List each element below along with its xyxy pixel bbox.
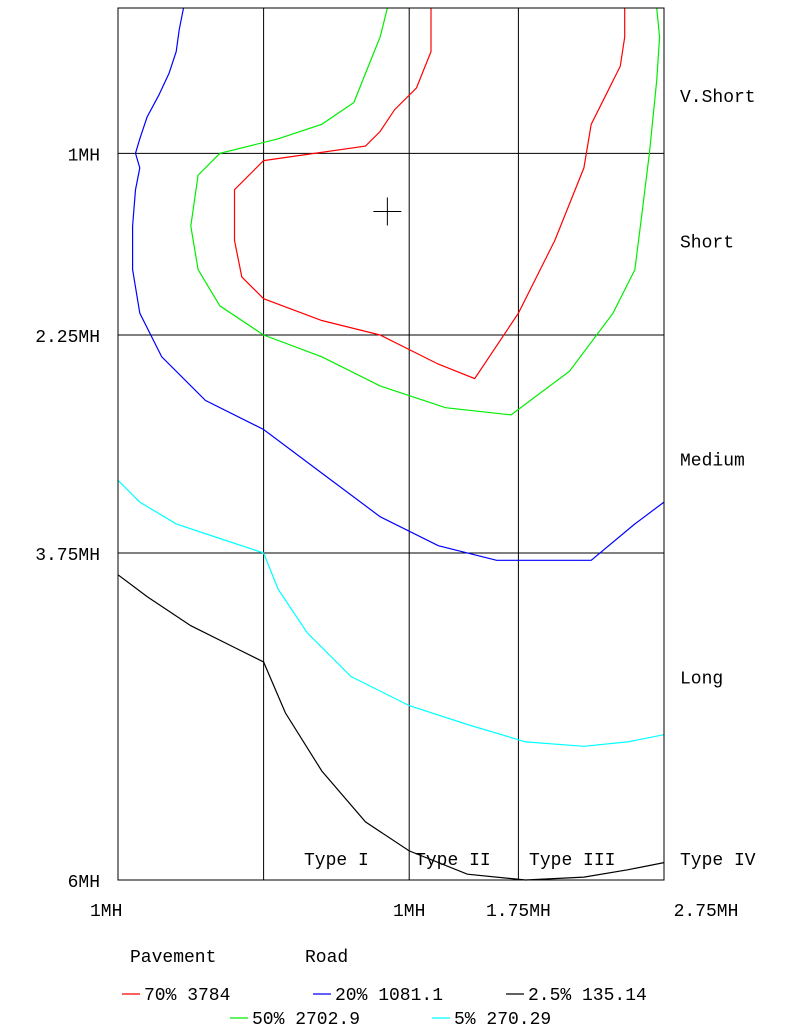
zone-labels-bottom: Type I Type II Type III — [304, 851, 615, 871]
legend-entry: 2.5% 135.14 — [506, 986, 647, 1006]
plot-frame — [117, 7, 665, 881]
x-tick-label: 1.75MH — [486, 902, 551, 922]
legend: 70% 3784 20% 1081.1 2.5% 135.14 50% 2702.9 5… — [122, 986, 647, 1026]
x-tick-label: 2.75MH — [674, 902, 739, 922]
x-tick-labels: 1MH 1MH 1.75MH 2.75MH — [90, 902, 738, 922]
zone-label-right: Short — [680, 234, 734, 254]
zone-label-right: Long — [680, 670, 723, 690]
zone-label-bottom: Type III — [529, 851, 615, 871]
zone-label-right: Medium — [680, 452, 745, 472]
series-line-0 — [233, 8, 626, 380]
series-line-1 — [190, 7, 661, 416]
legend-title-right: Road — [305, 948, 348, 968]
series-line-3 — [117, 479, 665, 747]
zone-label-bottom: Type I — [304, 851, 369, 871]
legend-entry: 70% 3784 — [122, 986, 230, 1006]
y-tick-label: 1MH — [68, 146, 100, 166]
legend-entry: 50% 2702.9 — [230, 1010, 360, 1026]
x-tick-label: 1MH — [393, 902, 425, 922]
y-tick-label: 2.25MH — [35, 328, 100, 348]
legend-label: 70% 3784 — [144, 986, 230, 1006]
grid — [118, 8, 664, 880]
series-layer — [117, 7, 665, 881]
y-tick-label: 3.75MH — [35, 546, 100, 566]
y-tick-label: 6MH — [68, 873, 100, 893]
legend-label: 20% 1081.1 — [335, 986, 443, 1006]
legend-label: 50% 2702.9 — [252, 1010, 360, 1026]
series-line-4 — [117, 574, 665, 881]
legend-title-left: Pavement — [130, 948, 216, 968]
zone-labels-right: V.Short Short Medium Long Type IV — [680, 88, 756, 871]
series-line-2 — [132, 7, 665, 561]
zone-label-right: V.Short — [680, 88, 756, 108]
cursor-marker — [373, 197, 402, 226]
legend-entry: 20% 1081.1 — [313, 986, 443, 1006]
x-tick-label: 1MH — [90, 902, 122, 922]
zone-label-right: Type IV — [680, 851, 756, 871]
y-tick-labels: 1MH 2.25MH 3.75MH 6MH — [35, 146, 100, 893]
legend-entry: 5% 270.29 — [432, 1010, 551, 1026]
legend-label: 2.5% 135.14 — [528, 986, 647, 1006]
legend-label: 5% 270.29 — [454, 1010, 551, 1026]
zone-label-bottom: Type II — [415, 851, 491, 871]
